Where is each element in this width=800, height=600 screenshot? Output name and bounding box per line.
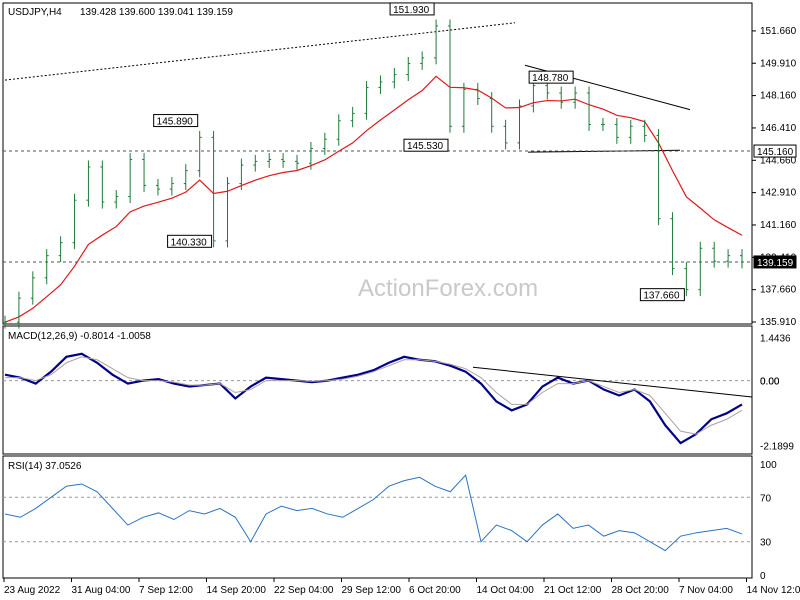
price-y-tick-label: 148.160: [760, 91, 797, 102]
x-axis-label: 28 Oct 20:00: [612, 585, 670, 596]
price-annotation: 145.890: [157, 117, 194, 128]
price-panel-ohlc: 139.428 139.600 139.041 139.159: [80, 7, 233, 18]
price-y-tick-label: 141.160: [760, 220, 797, 231]
price-annotation: 145.530: [407, 141, 444, 152]
rsi-line: [4, 474, 743, 552]
price-panel-frame: [2, 2, 753, 325]
price-y-tick-label: 149.910: [760, 58, 797, 69]
price-panel-symbol: USDJPY,H4: [8, 7, 62, 18]
price-annotation: 137.660: [643, 291, 680, 302]
watermark: ActionForex.com: [358, 275, 538, 302]
price-annotation: 151.930: [393, 5, 430, 16]
macd-panel-frame: [2, 325, 753, 455]
price-annotation-box: [167, 234, 213, 248]
price-y-tick-label: 135.910: [760, 317, 797, 328]
x-axis-label: 23 Aug 2022: [4, 585, 61, 596]
macd-trendline: [472, 366, 753, 398]
macd-y-tick-label: 0.00: [760, 377, 780, 388]
price-annotation-box: [639, 288, 685, 302]
x-axis-label: 14 Oct 04:00: [477, 585, 535, 596]
moving-average-line: [4, 75, 743, 323]
macd-line: [4, 352, 743, 445]
price-annotation: 140.330: [171, 237, 208, 248]
price-y-tick-label: 137.660: [760, 285, 797, 296]
macd-signal-line: [5, 356, 743, 435]
macd-y-tick-label: -2.1899: [760, 442, 794, 453]
rsi-panel-header: RSI(14) 37.0526: [8, 461, 82, 472]
rsi-layer: 100 70 30 0: [3, 460, 777, 582]
x-axis-label: 14 Sep 20:00: [207, 585, 267, 596]
macd-panel-header: MACD(12,26,9) -0.8014 -1.0058: [8, 331, 151, 342]
x-axis-label: 31 Aug 04:00: [72, 585, 131, 596]
price-annotation-box: [403, 138, 449, 152]
price-annotation-box: [153, 114, 199, 128]
x-axis-label: 21 Oct 12:00: [544, 585, 602, 596]
current-price-line-box: [753, 255, 797, 269]
price-annotation-box: [389, 2, 435, 16]
horizontal-support-line-label: 145.160: [757, 147, 794, 158]
x-axis-label: 7 Sep 12:00: [139, 585, 193, 596]
x-axis-label: 29 Sep 12:00: [342, 585, 402, 596]
rsi-y-tick-label: 30: [760, 538, 772, 549]
price-y-tick-label: 151.660: [760, 26, 797, 37]
current-price-line-label: 139.159: [757, 258, 794, 269]
price-annotation: 148.780: [532, 73, 569, 84]
rsi-y-tick-label: 0: [760, 571, 766, 582]
horizontal-support-line-box: [753, 144, 797, 158]
rsi-panel-frame: [2, 455, 753, 579]
price-layer: 151.660 149.910 148.160 146.410 144.660 142.9…: [3, 2, 797, 329]
price-y-tick-label: 142.910: [760, 188, 797, 199]
x-axis-label: 6 Oct 20:00: [409, 585, 461, 596]
macd-y-tick-label: 1.4436: [760, 334, 791, 345]
long-term-trendline: [4, 22, 516, 81]
price-annotation-box: [528, 70, 574, 84]
rsi-y-tick-label: 100: [760, 460, 777, 471]
x-axis-label: 7 Nov 04:00: [679, 585, 733, 596]
price-y-tick-label: 146.410: [760, 123, 797, 134]
axis-layer: 23 Aug 2022 31 Aug 04:00 7 Sep 12:00 14 Sep…: [3, 578, 800, 596]
x-axis-label: 22 Sep 04:00: [274, 585, 334, 596]
macd-y-tick-label: 0.00: [760, 377, 780, 388]
x-axis-label: 14 Nov 12:00: [747, 585, 800, 596]
rsi-y-tick-label: 70: [760, 493, 772, 504]
price-y-tick-label: 144.660: [760, 155, 797, 166]
